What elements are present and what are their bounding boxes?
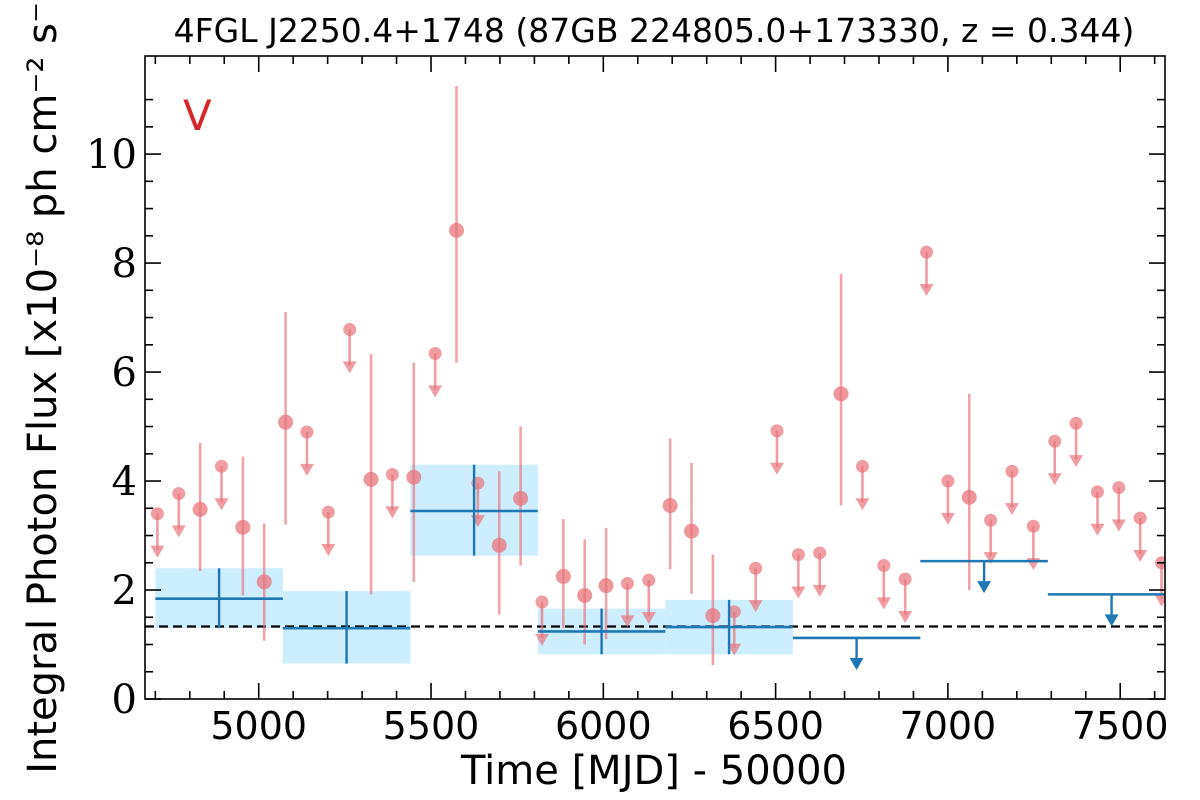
- upper-limit-point: [300, 425, 314, 439]
- data-point: [705, 608, 721, 624]
- data-point: [684, 523, 700, 539]
- upper-limit-point: [791, 548, 805, 562]
- upper-limit-point: [1005, 464, 1019, 478]
- upper-limit-point: [535, 595, 549, 609]
- upper-limit-arrow: [428, 385, 443, 398]
- upper-limit-point: [813, 546, 827, 560]
- upper-limit-arrow: [1047, 473, 1062, 486]
- upper-limit-arrow: [791, 586, 806, 599]
- data-point: [555, 568, 571, 584]
- upper-limit-point: [343, 323, 357, 337]
- upper-limit-point: [620, 576, 634, 590]
- y-tick-label: 4: [112, 459, 137, 505]
- data-point: [598, 578, 614, 594]
- y-tick-label: 6: [112, 350, 137, 396]
- upper-limit-arrow: [534, 633, 549, 646]
- upper-limit-arrow: [1005, 503, 1019, 516]
- plot-area: 5000 5500 6000 6500 7000 7500 0 2 4 6 8 10: [86, 55, 1169, 748]
- upper-limit-point: [150, 507, 164, 521]
- y-tick-label: 0: [112, 677, 137, 723]
- upper-limit-point: [1026, 519, 1040, 533]
- upper-limit-arrow: [940, 512, 955, 525]
- upper-limit-point: [1048, 434, 1062, 448]
- upper-limit-point: [1090, 485, 1104, 499]
- y-tick-label: 2: [112, 568, 137, 614]
- data-point: [491, 537, 507, 553]
- long-bin-limit-arrow: [1104, 614, 1119, 627]
- plot-frame: [144, 55, 1166, 700]
- upper-limit-arrow: [342, 361, 357, 374]
- upper-limit-point: [1069, 416, 1083, 430]
- data-point: [449, 222, 465, 238]
- y-axis-label: Integral Photon Flux [x10⁻⁸ ph cm⁻² s⁻¹]: [20, 0, 66, 774]
- upper-limit-arrow: [321, 543, 336, 556]
- x-tick-label: 6000: [555, 704, 652, 748]
- upper-limit-point: [941, 474, 955, 488]
- upper-limit-arrow: [812, 584, 827, 597]
- panel-label: V: [183, 91, 212, 140]
- upper-limit-arrow: [1069, 455, 1084, 468]
- upper-limit-arrow: [748, 600, 763, 613]
- data-point: [256, 574, 272, 590]
- x-tick-label: 5500: [383, 704, 480, 748]
- upper-limit-point: [770, 424, 784, 438]
- x-tick-label: 6500: [727, 704, 824, 748]
- upper-limit-point: [215, 459, 228, 473]
- data-point: [662, 498, 678, 514]
- data-marks: [145, 85, 1165, 670]
- upper-limit-point: [727, 605, 741, 619]
- upper-limit-arrow: [727, 643, 742, 656]
- upper-limit-point: [642, 573, 656, 587]
- upper-limit-arrow: [769, 462, 784, 475]
- upper-limit-arrow: [620, 615, 635, 628]
- upper-limit-arrow: [150, 545, 165, 558]
- upper-limit-point: [428, 347, 442, 361]
- upper-limit-point: [749, 561, 763, 575]
- upper-limit-arrow: [641, 612, 656, 625]
- y-tick-label: 8: [112, 241, 137, 287]
- long-bin-limit-arrow: [977, 581, 992, 594]
- upper-limit-arrow: [385, 506, 400, 519]
- data-point: [406, 469, 422, 485]
- upper-limit-arrow: [1111, 519, 1126, 532]
- upper-limit-arrow: [1090, 523, 1105, 536]
- upper-limit-point: [855, 459, 869, 473]
- upper-limit-arrow: [171, 525, 186, 538]
- x-tick-label: 7500: [1072, 704, 1169, 748]
- data-point: [278, 414, 294, 430]
- x-tick-label: 7000: [900, 704, 997, 748]
- upper-limit-point: [877, 558, 891, 572]
- upper-limit-arrow: [855, 498, 870, 511]
- upper-limit-arrow: [1154, 594, 1165, 607]
- upper-limit-arrow: [983, 552, 998, 565]
- chart-title: 4FGL J2250.4+1748 (87GB 224805.0+173330,…: [174, 11, 1135, 50]
- upper-limit-point: [1133, 511, 1147, 525]
- data-point: [192, 501, 208, 517]
- data-point: [363, 471, 379, 487]
- upper-limit-arrow: [214, 498, 229, 511]
- y-tick-label: 10: [86, 132, 137, 178]
- upper-limit-point: [1112, 481, 1126, 495]
- upper-limit-point: [321, 505, 335, 519]
- long-bin-limit-arrow: [849, 657, 864, 670]
- upper-limit-arrow: [299, 463, 314, 476]
- upper-limit-arrow: [919, 284, 934, 297]
- data-point: [833, 386, 849, 402]
- upper-limit-arrow: [876, 597, 891, 610]
- upper-limit-arrow: [898, 610, 913, 623]
- x-axis-label: Time [MJD] - 50000: [460, 748, 847, 794]
- data-point: [235, 519, 251, 535]
- upper-limit-point: [172, 487, 186, 501]
- upper-limit-point: [385, 467, 399, 481]
- upper-limit-point: [984, 513, 998, 527]
- upper-limit-point: [898, 572, 912, 586]
- x-tick-label: 5000: [210, 704, 307, 748]
- upper-limit-point: [920, 245, 934, 259]
- upper-limit-arrow: [1133, 549, 1148, 562]
- data-point: [961, 489, 977, 505]
- data-point: [513, 490, 529, 506]
- data-point: [577, 587, 593, 603]
